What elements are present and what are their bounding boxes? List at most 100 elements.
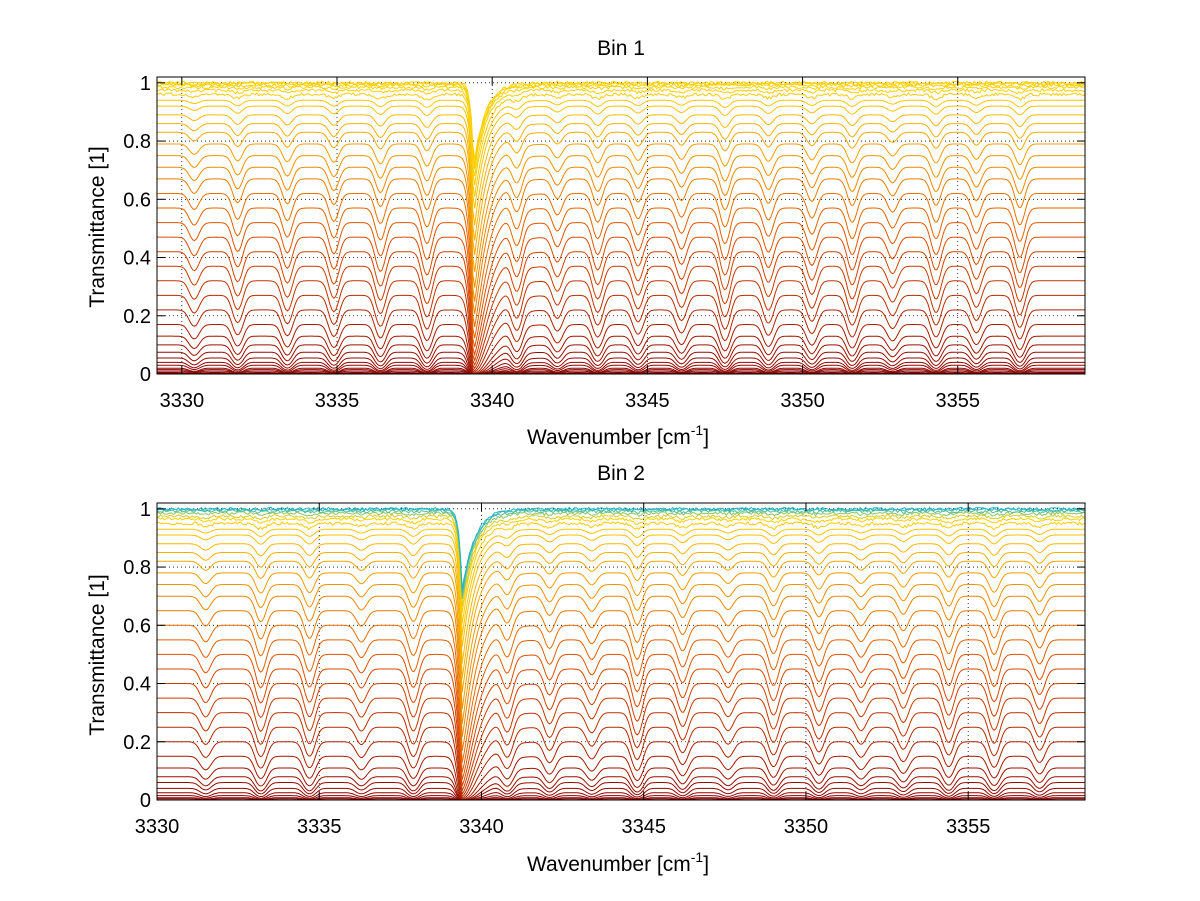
series-line	[157, 795, 1085, 801]
series-line	[157, 131, 1085, 255]
x-tick-label: 3340	[459, 816, 504, 838]
series-line	[157, 767, 1085, 801]
ticks: 3330 3335 3340 3345 3350 3355 0 0.2 0.4 0.6 0.8 1	[123, 73, 1085, 412]
series-line	[157, 583, 1085, 725]
series-line	[157, 166, 1085, 302]
series-line	[157, 369, 1085, 375]
series-line	[157, 560, 1085, 693]
series-line	[157, 697, 1085, 796]
series-line	[157, 351, 1085, 375]
series-line	[157, 324, 1085, 374]
series-line	[157, 236, 1085, 357]
series-line	[157, 782, 1085, 801]
series-line	[156, 516, 1086, 614]
y-tick-label: 1	[140, 73, 151, 95]
series-line	[157, 528, 1085, 636]
series-line	[157, 543, 1085, 664]
series-line	[156, 521, 1086, 624]
series-line	[156, 92, 1086, 185]
series-line	[157, 361, 1085, 375]
series-line	[157, 193, 1085, 328]
chart-panel-bin-1: Bin 1 3330 3335 3340 3345 3350 3355 0 0.2 0.4 0.6…	[86, 37, 1086, 449]
x-axis-label-main: Wavenumber [cm	[527, 426, 691, 449]
x-tick-label: 3350	[780, 390, 825, 412]
series-line	[157, 335, 1085, 375]
series-line	[157, 367, 1085, 375]
y-tick-label: 0.8	[123, 131, 151, 153]
y-tick-label: 0.2	[123, 732, 151, 754]
y-tick-label: 0.4	[123, 248, 151, 270]
series-line	[157, 99, 1085, 197]
series-line	[157, 552, 1085, 679]
series-line	[157, 207, 1085, 339]
series-line	[157, 653, 1085, 780]
series-line	[156, 508, 1086, 597]
series-line	[157, 265, 1085, 367]
x-tick-label: 3340	[470, 390, 515, 412]
plot-frame	[156, 76, 1086, 375]
series-line	[157, 534, 1085, 648]
x-axis-label-main: Wavenumber [cm	[527, 853, 691, 876]
series-line	[157, 741, 1085, 800]
series-line	[157, 222, 1085, 348]
series-group	[156, 80, 1086, 375]
series-line	[157, 610, 1085, 752]
x-tick-label: 3345	[625, 390, 670, 412]
y-tick-label: 0	[140, 790, 151, 812]
y-tick-label: 0.2	[123, 306, 151, 328]
chart-title: Bin 1	[597, 37, 645, 60]
x-axis-label-sup: -1	[691, 422, 704, 438]
series-line	[156, 80, 1086, 160]
series-line	[157, 755, 1085, 801]
series-line	[156, 513, 1086, 607]
series-line	[157, 251, 1085, 363]
y-tick-label: 0	[140, 364, 151, 386]
x-tick-label: 3335	[315, 390, 360, 412]
x-tick-label: 3350	[784, 816, 829, 838]
series-line	[157, 364, 1085, 375]
y-axis-label: Transmittance [1]	[86, 574, 109, 735]
series-line	[157, 712, 1085, 798]
series-line	[157, 155, 1085, 288]
x-axis-label: Wavenumber [cm-1]	[527, 422, 709, 449]
x-tick-label: 3355	[946, 816, 991, 838]
y-tick-label: 0.8	[123, 557, 151, 579]
series-line	[157, 595, 1085, 738]
y-tick-label: 0.6	[123, 189, 151, 211]
series-line	[157, 776, 1085, 801]
series-line	[157, 357, 1085, 375]
series-line	[157, 370, 1085, 375]
series-line	[156, 506, 1086, 590]
series-line	[157, 294, 1085, 372]
x-tick-label: 3335	[297, 816, 342, 838]
y-tick-label: 0.4	[123, 674, 151, 696]
series-line	[157, 344, 1085, 375]
grid	[156, 503, 1085, 801]
plot-frame	[156, 502, 1086, 801]
chart-panel-bin-2: Bin 2 3330 3335 3340 3345 3350 3355 0 0.2 0.4 0.6…	[86, 462, 1086, 876]
series-line	[157, 726, 1085, 799]
series-line	[157, 280, 1085, 370]
series-line	[157, 683, 1085, 793]
x-tick-label: 3330	[135, 816, 180, 838]
series-line	[156, 507, 1086, 593]
series-line	[157, 668, 1085, 787]
series-line	[157, 105, 1085, 209]
series-line	[157, 792, 1085, 801]
series-line	[157, 787, 1085, 801]
series-line	[157, 624, 1085, 763]
chart-title: Bin 2	[597, 462, 645, 485]
ticks: 3330 3335 3340 3345 3350 3355 0 0.2 0.4 0.6 0.8 1	[123, 499, 1085, 838]
series-line	[157, 123, 1085, 241]
series-line	[156, 87, 1086, 176]
series-line	[157, 639, 1085, 773]
x-axis-label: Wavenumber [cm-1]	[527, 849, 709, 876]
series-line	[156, 85, 1086, 169]
x-axis-label-end: ]	[703, 426, 709, 449]
y-axis-label: Transmittance [1]	[86, 146, 109, 307]
x-axis-label-end: ]	[703, 853, 709, 876]
x-axis-label-sup: -1	[691, 849, 704, 865]
series-line	[157, 114, 1085, 226]
y-tick-label: 1	[140, 499, 151, 521]
